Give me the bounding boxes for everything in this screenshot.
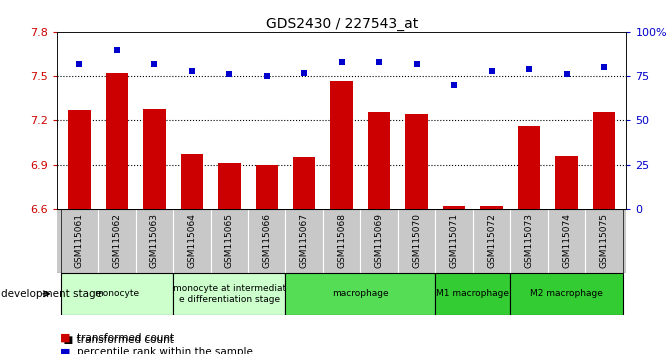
Bar <box>143 109 165 209</box>
Text: GSM115070: GSM115070 <box>412 213 421 268</box>
Point <box>299 70 310 75</box>
Title: GDS2430 / 227543_at: GDS2430 / 227543_at <box>265 17 418 31</box>
Bar <box>68 110 90 209</box>
Text: GSM115063: GSM115063 <box>150 213 159 268</box>
Bar <box>443 206 466 209</box>
Text: GSM115071: GSM115071 <box>450 213 458 268</box>
Point <box>186 68 197 74</box>
Bar <box>285 273 436 315</box>
Text: GSM115075: GSM115075 <box>600 213 608 268</box>
Bar <box>61 273 173 315</box>
Point <box>261 73 272 79</box>
Bar <box>480 206 502 209</box>
Bar <box>555 156 578 209</box>
Text: GSM115067: GSM115067 <box>299 213 309 268</box>
Bar <box>511 273 622 315</box>
Bar <box>436 273 511 315</box>
Bar <box>293 157 316 209</box>
Text: GSM115068: GSM115068 <box>337 213 346 268</box>
Text: GSM115069: GSM115069 <box>375 213 384 268</box>
Bar <box>368 112 391 209</box>
Point <box>486 68 497 74</box>
Text: GSM115061: GSM115061 <box>75 213 84 268</box>
Point <box>374 59 385 65</box>
Text: GSM115065: GSM115065 <box>225 213 234 268</box>
Point <box>411 61 422 67</box>
Point <box>598 64 609 70</box>
Text: M2 macrophage: M2 macrophage <box>530 289 603 298</box>
Bar <box>593 112 615 209</box>
Text: transformed count: transformed count <box>77 333 174 343</box>
Point <box>74 61 85 67</box>
Text: GSM115064: GSM115064 <box>188 213 196 268</box>
Text: GSM115066: GSM115066 <box>262 213 271 268</box>
Text: monocyte: monocyte <box>94 289 139 298</box>
Point <box>561 72 572 77</box>
Bar <box>405 114 428 209</box>
Bar <box>218 163 241 209</box>
Text: M1 macrophage: M1 macrophage <box>436 289 509 298</box>
Bar <box>173 273 285 315</box>
Text: GSM115072: GSM115072 <box>487 213 496 268</box>
Text: development stage: development stage <box>1 289 102 299</box>
Point <box>524 66 535 72</box>
Text: monocyte at intermediat
e differentiation stage: monocyte at intermediat e differentiatio… <box>173 284 286 303</box>
Text: GSM115074: GSM115074 <box>562 213 571 268</box>
Text: GSM115062: GSM115062 <box>113 213 121 268</box>
Bar <box>330 80 353 209</box>
Bar <box>181 154 203 209</box>
Point <box>111 47 122 52</box>
Bar <box>518 126 540 209</box>
Text: macrophage: macrophage <box>332 289 389 298</box>
Bar <box>106 73 128 209</box>
Text: GSM115073: GSM115073 <box>525 213 533 268</box>
Point <box>449 82 460 88</box>
Text: percentile rank within the sample: percentile rank within the sample <box>77 347 253 354</box>
Point <box>149 61 159 67</box>
Point <box>336 59 347 65</box>
Point <box>224 72 234 77</box>
Text: ■ transformed count: ■ transformed count <box>57 335 174 345</box>
Text: ■: ■ <box>60 347 71 354</box>
Bar <box>255 165 278 209</box>
Text: ■: ■ <box>60 333 71 343</box>
